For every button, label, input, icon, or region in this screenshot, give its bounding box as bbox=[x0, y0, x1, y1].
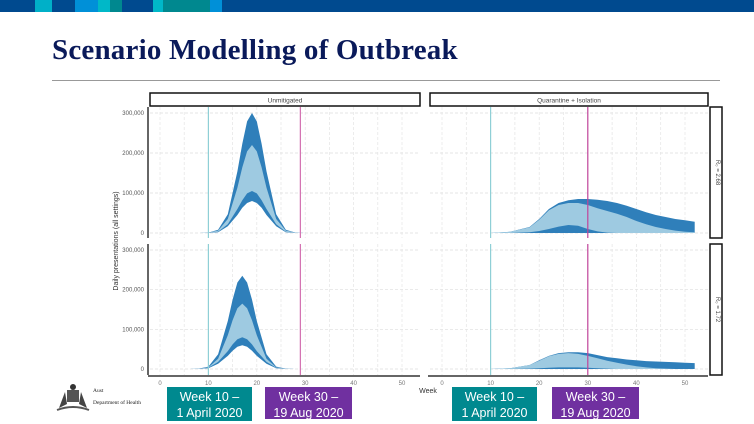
annotation-line: 19 Aug 2020 bbox=[273, 406, 344, 420]
title-divider bbox=[52, 80, 720, 81]
y-axis-label: Daily presentations (all settings) bbox=[113, 191, 120, 290]
header-color-bar bbox=[0, 0, 754, 12]
annotation-line: 1 April 2020 bbox=[461, 406, 528, 420]
y-tick-label: 300,000 bbox=[122, 248, 144, 254]
facet-strip-label: Unmitigated bbox=[268, 98, 303, 105]
x-tick-label: 10 bbox=[205, 381, 212, 387]
annotation-line: Week 30 – bbox=[565, 390, 626, 404]
week-10-annotation-left: Week 10 – 1 April 2020 bbox=[167, 387, 252, 421]
row-strip-0 bbox=[709, 106, 723, 239]
week-10-annotation-right: Week 10 – 1 April 2020 bbox=[452, 387, 537, 421]
annotation-line: 19 Aug 2020 bbox=[560, 406, 631, 420]
annotation-line: Week 10 – bbox=[179, 390, 240, 404]
facet-strip-0 bbox=[149, 92, 421, 107]
header-stripe bbox=[163, 0, 210, 12]
y-tick-label: 0 bbox=[141, 231, 145, 237]
annotation-line: Week 10 – bbox=[464, 390, 525, 404]
facet-strip-1 bbox=[429, 92, 709, 107]
row-strip-label: R₀ = 1.72 bbox=[714, 297, 720, 323]
y-tick-label: 200,000 bbox=[122, 151, 144, 157]
x-tick-label: 10 bbox=[487, 381, 494, 387]
header-stripe bbox=[210, 0, 222, 12]
header-stripe bbox=[35, 0, 52, 12]
annotation-line: Week 30 – bbox=[278, 390, 339, 404]
y-tick-label: 200,000 bbox=[122, 288, 144, 294]
x-tick-label: 20 bbox=[536, 381, 543, 387]
x-axis-label: Week bbox=[419, 388, 437, 395]
x-tick-label: 0 bbox=[158, 381, 162, 387]
x-tick-label: 30 bbox=[584, 381, 591, 387]
x-tick-label: 50 bbox=[399, 381, 406, 387]
week-30-annotation-right: Week 30 – 19 Aug 2020 bbox=[552, 387, 639, 420]
logo-text-aust: Aust bbox=[93, 388, 104, 394]
x-tick-label: 40 bbox=[350, 381, 357, 387]
header-stripe bbox=[110, 0, 122, 12]
department-of-health-logo: Aust Department of Health bbox=[55, 380, 141, 412]
x-tick-label: 20 bbox=[253, 381, 260, 387]
row-strip-label: R₀ = 2.68 bbox=[714, 160, 720, 186]
inner-band bbox=[189, 303, 296, 369]
logo-text-department: Department of Health bbox=[93, 400, 141, 406]
inner-band bbox=[490, 353, 695, 369]
x-tick-label: 30 bbox=[302, 381, 309, 387]
inner-band bbox=[198, 145, 306, 233]
header-stripe bbox=[98, 0, 110, 12]
x-tick-label: 0 bbox=[440, 381, 444, 387]
header-stripe bbox=[153, 0, 163, 12]
facet-strip-label: Quarantine + Isolation bbox=[537, 98, 601, 105]
x-tick-label: 40 bbox=[633, 381, 640, 387]
y-tick-label: 0 bbox=[141, 367, 145, 373]
row-strip-1 bbox=[709, 243, 723, 376]
inner-band bbox=[490, 203, 695, 233]
y-tick-label: 100,000 bbox=[122, 191, 144, 197]
coat-of-arms-icon bbox=[56, 384, 90, 411]
slide-title: Scenario Modelling of Outbreak bbox=[52, 34, 458, 66]
week-30-annotation-left: Week 30 – 19 Aug 2020 bbox=[265, 387, 352, 420]
y-tick-label: 300,000 bbox=[122, 111, 144, 117]
annotation-line: 1 April 2020 bbox=[176, 406, 243, 420]
y-tick-label: 100,000 bbox=[122, 327, 144, 333]
x-tick-label: 50 bbox=[682, 381, 689, 387]
header-stripe bbox=[75, 0, 98, 12]
